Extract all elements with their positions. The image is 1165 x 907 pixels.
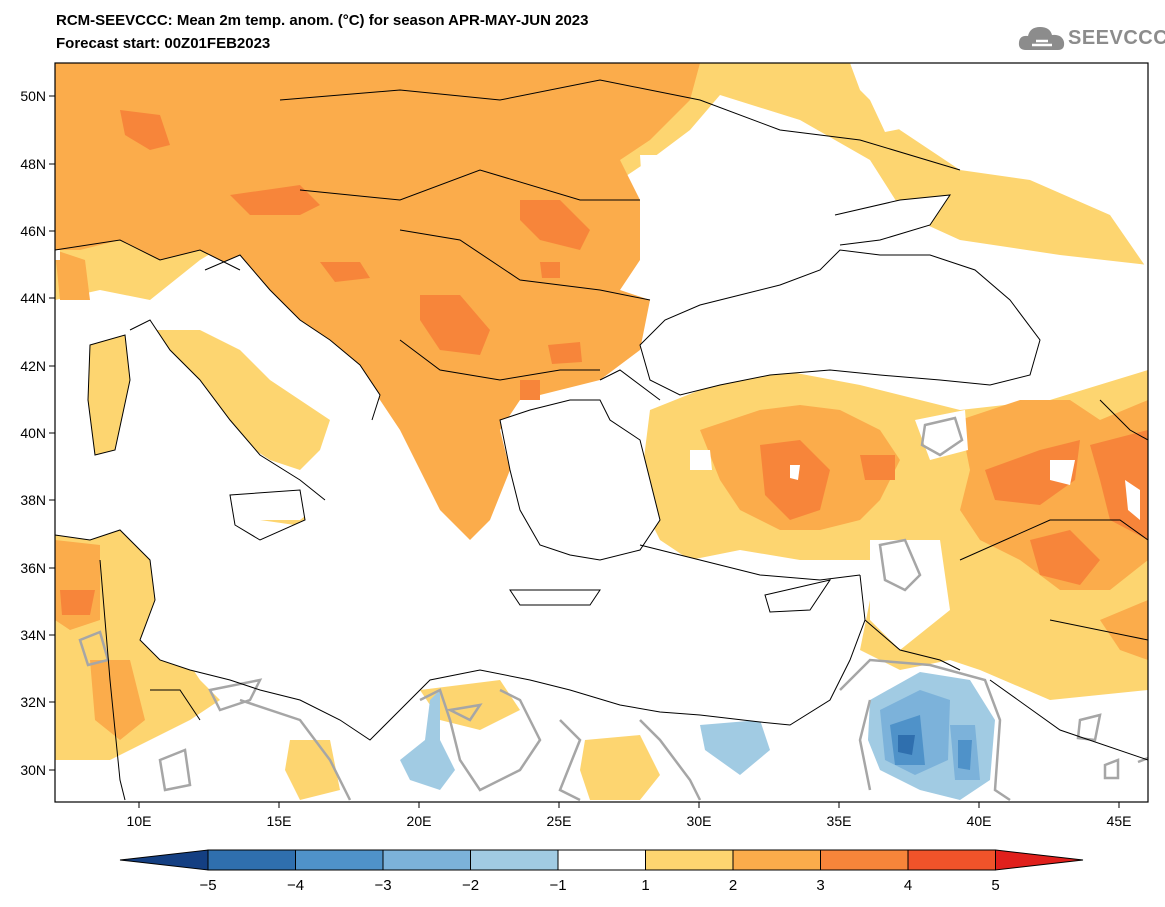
colorbar-high-arrow [995,849,1084,871]
colorbar-bin [645,849,734,871]
colorbar-bin [207,849,296,871]
lon-tick-labels: 10E 15E 20E 25E 30E 35E 40E 45E [127,813,1132,829]
colorbar-label: −5 [199,877,216,894]
colorbar-label: −3 [374,877,391,894]
colorbar [119,849,1084,871]
lat-label: 32N [20,694,46,710]
lat-ticks [49,95,55,771]
map-plot-area [55,63,1148,802]
lon-label: 25E [547,813,572,829]
anomaly-region-negative [400,672,995,800]
lat-label: 48N [20,156,46,172]
sea-areas [55,195,1040,740]
colorbar-label: −4 [287,877,304,894]
lon-label: 10E [127,813,152,829]
lat-label: 50N [20,88,46,104]
cloud-icon [1018,27,1065,50]
colorbar-bin [732,849,821,871]
lat-tick-labels: 50N 48N 46N 44N 42N 40N 38N 36N 34N 32N … [20,88,46,778]
lat-label: 36N [20,560,46,576]
lon-label: 45E [1107,813,1132,829]
lat-label: 30N [20,762,46,778]
colorbar-low-arrow [119,849,209,871]
colorbar-bin [470,849,559,871]
colorbar-label: 2 [729,877,737,894]
lon-label: 35E [827,813,852,829]
colorbar-label: −1 [549,877,566,894]
colorbar-label: 5 [991,877,999,894]
colorbar-bin [907,849,996,871]
colorbar-bin [295,849,384,871]
colorbar-bin [382,849,471,871]
lat-label: 38N [20,492,46,508]
colorbar-label: −2 [462,877,479,894]
lon-label: 40E [967,813,992,829]
lat-label: 40N [20,425,46,441]
coastlines-borders [55,79,1148,801]
lon-label: 15E [267,813,292,829]
seevccc-logo: SEEVCCC [1018,22,1165,56]
anomaly-contours [78,416,1148,802]
lon-label: 20E [407,813,432,829]
lat-label: 46N [20,223,46,239]
lat-label: 42N [20,358,46,374]
logo-text: SEEVCCC [1068,27,1165,49]
colorbar-label: 4 [904,877,912,894]
lat-label: 34N [20,627,46,643]
lon-label: 30E [687,813,712,829]
colorbar-labels: −5 −4 −3 −2 −1 1 2 3 4 5 [199,877,999,894]
forecast-start-label: Forecast start: 00Z01FEB2023 [56,35,271,52]
lat-label: 44N [20,290,46,306]
colorbar-label: 1 [641,877,649,894]
colorbar-label: 3 [816,877,824,894]
map-title: RCM-SEEVCCC: Mean 2m temp. anom. (°C) fo… [56,12,589,29]
colorbar-bin [557,849,646,871]
lon-ticks [138,802,1120,808]
colorbar-bin [820,849,909,871]
